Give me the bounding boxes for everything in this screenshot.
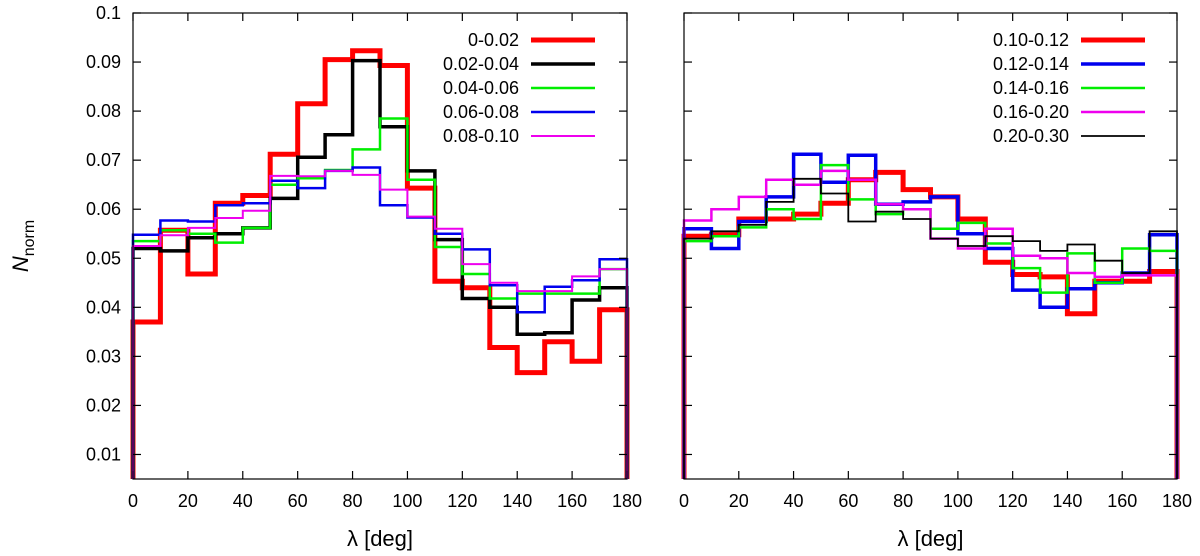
x-tick-label: 140 bbox=[502, 491, 532, 511]
legend-label: 0-0.02 bbox=[468, 30, 519, 50]
x-tick-label: 60 bbox=[838, 491, 858, 511]
x-tick-label: 140 bbox=[1052, 491, 1082, 511]
x-tick-label: 20 bbox=[178, 491, 198, 511]
y-tick-label: 0.07 bbox=[86, 150, 121, 170]
x-tick-label: 40 bbox=[233, 491, 253, 511]
plot-frame bbox=[683, 12, 1178, 480]
series-1-1 bbox=[682, 152, 1179, 479]
x-tick-label: 20 bbox=[729, 491, 749, 511]
x-axis-label: λ [deg] bbox=[897, 526, 963, 551]
legend-label: 0.14-0.16 bbox=[993, 78, 1069, 98]
y-tick-label: 0.02 bbox=[86, 395, 121, 415]
x-tick-label: 180 bbox=[612, 491, 642, 511]
series-0-3 bbox=[131, 166, 629, 479]
legend-label: 0.12-0.14 bbox=[993, 54, 1069, 74]
series-1-3 bbox=[682, 169, 1179, 479]
x-tick-label: 40 bbox=[784, 491, 804, 511]
y-tick-label: 0.05 bbox=[86, 248, 121, 268]
x-tick-label: 100 bbox=[943, 491, 973, 511]
series-0-2 bbox=[131, 117, 629, 479]
x-tick-label: 120 bbox=[447, 491, 477, 511]
legend-label: 0.04-0.06 bbox=[443, 78, 519, 98]
x-tick-label: 160 bbox=[1107, 491, 1137, 511]
y-tick-label: 0.03 bbox=[86, 346, 121, 366]
y-tick-label: 0.06 bbox=[86, 199, 121, 219]
x-tick-label: 100 bbox=[392, 491, 422, 511]
y-tick-label: 0.01 bbox=[86, 444, 121, 464]
y-tick-label: 0.09 bbox=[86, 52, 121, 72]
plot-frame bbox=[132, 12, 628, 480]
x-axis-label: λ [deg] bbox=[347, 526, 413, 551]
x-tick-label: 80 bbox=[343, 491, 363, 511]
legend-label: 0.08-0.10 bbox=[443, 126, 519, 146]
legend-label: 0.02-0.04 bbox=[443, 54, 519, 74]
series-0-4 bbox=[132, 169, 628, 479]
series-1-0 bbox=[681, 169, 1180, 479]
series-0-0 bbox=[130, 48, 630, 479]
y-tick-label: 0.08 bbox=[86, 101, 121, 121]
x-tick-label: 0 bbox=[679, 491, 689, 511]
legend-label: 0.06-0.08 bbox=[443, 102, 519, 122]
legend-label: 0.10-0.12 bbox=[993, 30, 1069, 50]
x-tick-label: 120 bbox=[998, 491, 1028, 511]
x-tick-label: 180 bbox=[1162, 491, 1192, 511]
series-1-4 bbox=[683, 177, 1178, 479]
x-tick-label: 160 bbox=[557, 491, 587, 511]
x-tick-label: 0 bbox=[128, 491, 138, 511]
x-tick-label: 60 bbox=[288, 491, 308, 511]
x-tick-label: 80 bbox=[893, 491, 913, 511]
legend-label: 0.20-0.30 bbox=[993, 126, 1069, 146]
y-tick-label: 0.04 bbox=[86, 297, 121, 317]
y-axis-label: Nnorm bbox=[8, 220, 38, 272]
right-panel: 0 20 40 60 80 100 120 140 160 180 λ [deg] 0.10-0.12… bbox=[679, 12, 1192, 551]
legend-label: 0.16-0.20 bbox=[993, 102, 1069, 122]
left-panel: 0 20 40 60 80 100 120 140 160 180 0.01 0.02 0.03 0.04… bbox=[86, 3, 642, 551]
y-tick-label: 0.1 bbox=[96, 3, 121, 23]
